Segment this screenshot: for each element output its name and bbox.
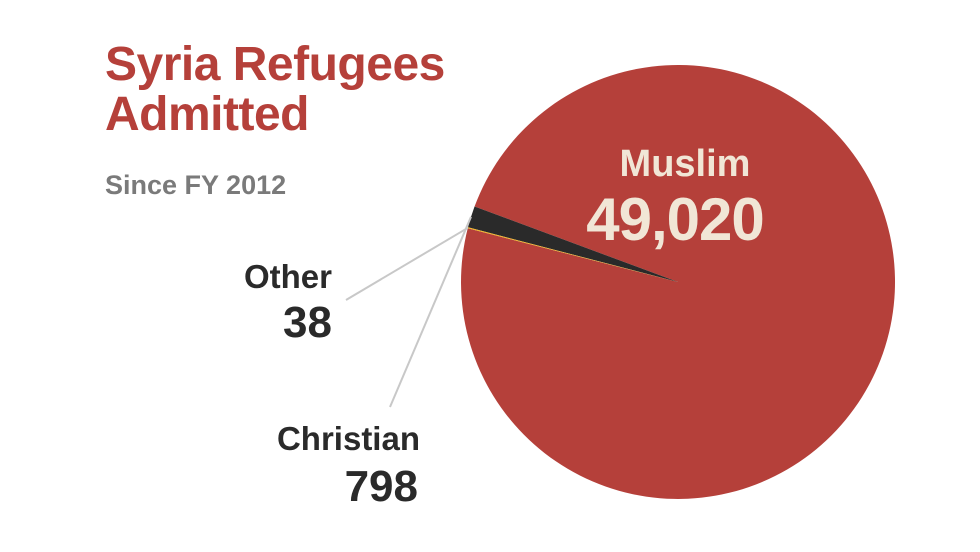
slice-label-other: Other	[243, 258, 332, 295]
slice-label-christian: Christian	[276, 420, 420, 457]
pie-slice-muslim	[461, 64, 896, 499]
pie-slice-christian	[468, 206, 678, 282]
chart-subtitle: Since FY 2012	[105, 170, 287, 200]
pie-slice-other	[467, 227, 678, 282]
slice-value-muslim: 49,020	[586, 186, 765, 253]
leader-line-other	[345, 226, 469, 301]
chart-title: Syria Refugees Admitted	[105, 38, 445, 141]
slice-value-christian: 798	[344, 462, 418, 511]
slice-value-other: 38	[283, 298, 332, 347]
leader-line-christian	[389, 216, 472, 408]
slice-label-muslim: Muslim	[619, 143, 751, 185]
